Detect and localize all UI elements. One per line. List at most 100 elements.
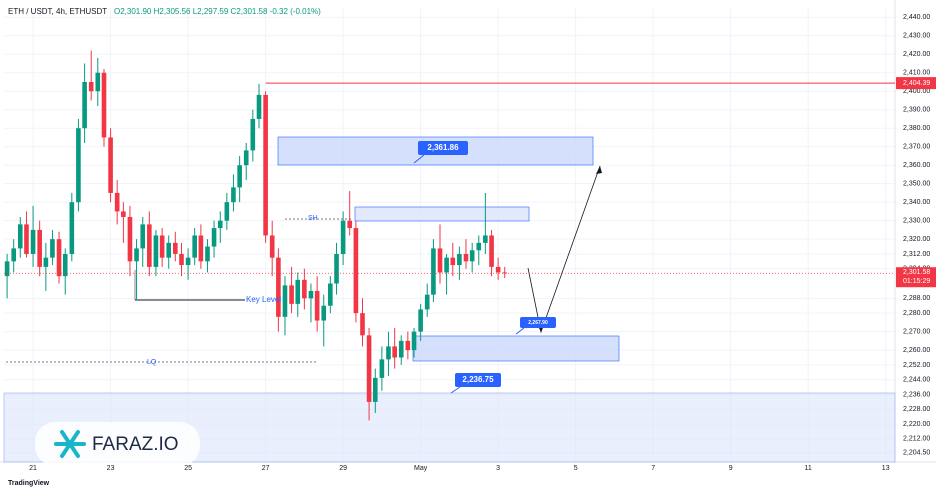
candle-body (192, 235, 197, 258)
x-tick-label: 23 (107, 465, 115, 472)
candle-body (17, 224, 23, 249)
x-tick-label: 27 (262, 465, 270, 472)
y-tick-label: 2,390.00 (903, 107, 930, 114)
annotation-box (520, 317, 556, 328)
candle-body (495, 266, 501, 273)
candle-body (489, 235, 494, 267)
candle-body (340, 220, 346, 254)
candle-body (321, 305, 327, 321)
candle-body (314, 290, 320, 321)
y-tick-label: 2,430.00 (903, 33, 930, 40)
candle-body (366, 335, 372, 402)
candle-body (88, 81, 94, 92)
candle-body (185, 257, 191, 266)
candle-body (121, 211, 126, 217)
candle-body (328, 283, 333, 306)
candle-body (114, 192, 120, 212)
x-tick-label: 21 (29, 465, 37, 472)
candle-body (127, 216, 133, 262)
annotation: 2,267.90 (528, 320, 548, 326)
candle-body (457, 253, 462, 266)
arrow-head (596, 166, 602, 174)
ohlc: O2,301.90 H2,305.56 L2,297.59 C2,301.58 … (114, 7, 321, 16)
logo-text: FARAZ.IO (92, 434, 179, 455)
logo-icon (54, 430, 86, 458)
last-price-label: 2,301.58 (903, 269, 930, 276)
x-tick-label: May (414, 465, 428, 472)
candle-body (179, 253, 184, 266)
x-tick-label: 11 (805, 465, 812, 472)
candle-body (263, 94, 268, 236)
label-pointer (413, 154, 425, 164)
candle-body (250, 118, 256, 151)
annotation: SH (308, 215, 318, 222)
y-tick-label: 2,380.00 (903, 125, 930, 132)
candle-body (282, 285, 288, 317)
y-tick-label: 2,288.00 (903, 295, 930, 302)
candle-body (11, 248, 16, 262)
footer: TradingView (8, 480, 50, 487)
candle-body (269, 235, 275, 258)
y-tick-label: 2,280.00 (903, 310, 930, 317)
candle-body (398, 340, 404, 358)
y-tick-label: 2,270.00 (903, 328, 930, 335)
candle-body (372, 377, 378, 402)
candle-body (231, 187, 236, 203)
candle-body (444, 257, 449, 273)
candle-body (211, 228, 217, 247)
candle-body (276, 257, 281, 317)
y-tick-label: 2,212.00 (903, 436, 930, 443)
y-tick-label: 2,370.00 (903, 144, 930, 151)
candle-body (37, 229, 42, 267)
x-tick-label: 25 (184, 465, 192, 472)
candle-body (431, 248, 436, 295)
y-tick-label: 2,340.00 (903, 199, 930, 206)
candle-body (353, 228, 359, 314)
candle-body (243, 150, 249, 166)
candle-body (50, 239, 55, 258)
x-tick-label: 7 (651, 465, 655, 472)
candle-body (224, 202, 230, 221)
candle-body (237, 165, 242, 188)
candle-body (334, 253, 339, 284)
candle-body (502, 272, 508, 274)
candle-body (134, 248, 139, 262)
candle-body (217, 220, 223, 229)
y-tick-label: 2,312.00 (903, 251, 930, 258)
candle-body (437, 248, 443, 273)
x-tick-label: 9 (729, 465, 733, 472)
y-tick-label: 2,244.00 (903, 377, 930, 384)
candle-body (166, 242, 172, 258)
y-tick-label: 2,420.00 (903, 51, 930, 58)
candle-body (69, 202, 75, 254)
candle-body (289, 285, 294, 304)
candle-body (386, 346, 391, 360)
candle-body (483, 235, 488, 243)
y-tick-label: 2,330.00 (903, 218, 930, 225)
zone (354, 206, 530, 222)
x-tick-label: 3 (496, 465, 500, 472)
annotation: 2,361.86 (427, 143, 459, 152)
y-tick-label: 2,350.00 (903, 181, 930, 188)
x-tick-label: 29 (339, 465, 347, 472)
candle-body (147, 224, 152, 267)
candle-body (379, 359, 385, 378)
price-label: 2,404.39 (903, 80, 930, 87)
projection-arrow (527, 165, 601, 334)
annotation: 2,236.75 (462, 375, 494, 384)
y-tick-label: 2,252.00 (903, 362, 930, 369)
annotation: LQ (147, 359, 157, 366)
candle-body (476, 242, 482, 251)
candle-body (82, 81, 87, 129)
candle-body (424, 294, 430, 310)
y-tick-label: 2,220.00 (903, 421, 930, 428)
candle-body (308, 290, 314, 299)
candle-body (360, 313, 365, 336)
y-tick-label: 2,236.00 (903, 391, 930, 398)
y-tick-label: 2,440.00 (903, 14, 930, 21)
countdown: 01:15:29 (903, 278, 930, 285)
candle-body (411, 331, 417, 351)
candle-body (450, 257, 456, 266)
candle-body (302, 279, 307, 299)
